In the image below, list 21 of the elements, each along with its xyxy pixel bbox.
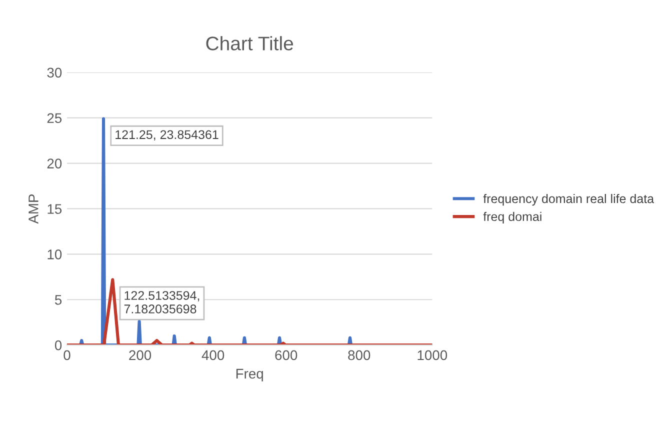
x-tick-label: 400: [202, 350, 224, 360]
x-axis-title: Freq: [236, 368, 263, 382]
x-tick-label: 600: [275, 350, 298, 360]
x-tick-label: 800: [348, 350, 370, 360]
y-tick-label: 20: [47, 158, 62, 168]
y-tick-label: 5: [54, 295, 62, 305]
annotation: 121.25, 23.854361: [116, 130, 218, 141]
x-tick-label: 200: [129, 350, 152, 360]
annotation: 122.5133594, 7.182035698: [124, 291, 200, 314]
y-axis-title: AMP: [28, 194, 38, 224]
y-tick-label: 15: [48, 204, 62, 214]
line-series: [67, 278, 432, 346]
chart-title: Chart Title: [206, 36, 294, 50]
x-tick-label: 0: [64, 350, 70, 360]
y-tick-label: 30: [47, 68, 62, 78]
x-tick-label: 1000: [418, 350, 448, 360]
legend-label: frequency domain real life data: [483, 194, 654, 206]
y-tick-label: 0: [54, 340, 62, 350]
legend-label: freq domai: [483, 212, 542, 224]
y-tick-label: 10: [48, 250, 62, 260]
y-tick-label: 25: [47, 113, 62, 124]
